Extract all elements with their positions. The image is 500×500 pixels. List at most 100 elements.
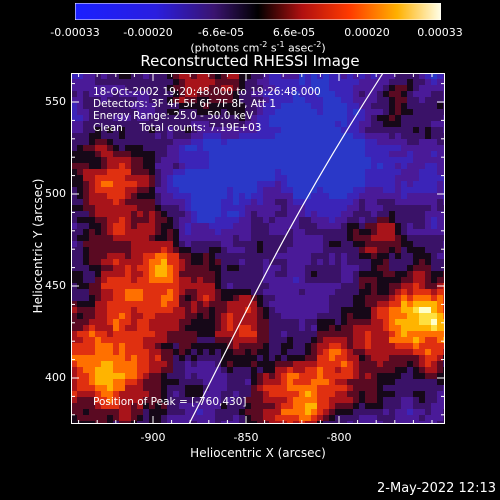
image-pixel xyxy=(119,319,125,325)
image-pixel xyxy=(77,193,83,199)
image-pixel xyxy=(311,103,317,109)
image-pixel xyxy=(227,367,233,373)
image-pixel xyxy=(371,403,377,409)
image-pixel xyxy=(329,115,335,121)
image-pixel xyxy=(167,199,173,205)
colorbar xyxy=(75,3,441,20)
image-pixel xyxy=(317,115,323,121)
image-pixel xyxy=(419,211,425,217)
image-pixel xyxy=(143,115,149,121)
image-pixel xyxy=(395,325,401,331)
image-pixel xyxy=(281,73,287,79)
image-pixel xyxy=(401,379,407,385)
image-pixel xyxy=(251,175,257,181)
image-pixel xyxy=(311,97,317,103)
image-pixel xyxy=(407,217,413,223)
image-pixel xyxy=(413,97,419,103)
image-pixel xyxy=(257,175,263,181)
image-pixel xyxy=(179,229,185,235)
image-pixel xyxy=(287,325,293,331)
image-pixel xyxy=(107,211,113,217)
image-pixel xyxy=(143,283,149,289)
image-pixel xyxy=(215,91,221,97)
image-pixel xyxy=(347,301,353,307)
image-pixel xyxy=(365,187,371,193)
image-pixel xyxy=(131,85,137,91)
image-pixel xyxy=(275,277,281,283)
image-pixel xyxy=(269,301,275,307)
image-pixel xyxy=(371,223,377,229)
image-pixel xyxy=(359,403,365,409)
image-pixel xyxy=(71,205,77,211)
image-pixel xyxy=(83,289,89,295)
image-pixel xyxy=(245,205,251,211)
image-pixel xyxy=(341,85,347,91)
image-pixel xyxy=(179,85,185,91)
image-pixel xyxy=(401,289,407,295)
image-pixel xyxy=(371,145,377,151)
image-pixel xyxy=(167,235,173,241)
image-pixel xyxy=(89,229,95,235)
image-pixel xyxy=(149,337,155,343)
image-pixel xyxy=(155,385,161,391)
image-pixel xyxy=(203,247,209,253)
image-pixel xyxy=(323,337,329,343)
image-pixel xyxy=(329,331,335,337)
image-pixel xyxy=(191,367,197,373)
image-pixel xyxy=(161,181,167,187)
image-pixel xyxy=(377,391,383,397)
image-pixel xyxy=(311,175,317,181)
image-pixel xyxy=(275,85,281,91)
image-pixel xyxy=(335,139,341,145)
image-pixel xyxy=(191,313,197,319)
image-pixel xyxy=(431,373,437,379)
image-pixel xyxy=(71,373,77,379)
image-pixel xyxy=(431,217,437,223)
image-pixel xyxy=(299,355,305,361)
image-pixel xyxy=(365,127,371,133)
image-pixel xyxy=(101,115,107,121)
image-pixel xyxy=(407,121,413,127)
image-pixel xyxy=(131,283,137,289)
image-pixel xyxy=(185,289,191,295)
image-pixel xyxy=(173,421,179,424)
image-pixel xyxy=(335,361,341,367)
image-pixel xyxy=(131,271,137,277)
image-pixel xyxy=(365,331,371,337)
image-pixel xyxy=(143,199,149,205)
image-pixel xyxy=(161,379,167,385)
image-pixel xyxy=(125,193,131,199)
image-pixel xyxy=(257,397,263,403)
image-pixel xyxy=(167,343,173,349)
image-pixel xyxy=(323,121,329,127)
image-pixel xyxy=(203,319,209,325)
image-pixel xyxy=(299,247,305,253)
image-pixel xyxy=(215,325,221,331)
image-pixel xyxy=(71,289,77,295)
image-pixel xyxy=(185,349,191,355)
image-pixel xyxy=(335,295,341,301)
image-pixel xyxy=(413,175,419,181)
image-pixel xyxy=(257,223,263,229)
image-pixel xyxy=(359,175,365,181)
image-pixel xyxy=(191,379,197,385)
image-pixel xyxy=(209,145,215,151)
image-pixel xyxy=(83,181,89,187)
image-pixel xyxy=(197,367,203,373)
image-pixel xyxy=(197,277,203,283)
image-pixel xyxy=(317,391,323,397)
image-pixel xyxy=(437,259,443,265)
image-pixel xyxy=(125,349,131,355)
image-pixel xyxy=(113,283,119,289)
image-pixel xyxy=(239,397,245,403)
image-pixel xyxy=(413,79,419,85)
image-pixel xyxy=(107,79,113,85)
image-pixel xyxy=(287,103,293,109)
image-pixel xyxy=(323,187,329,193)
image-pixel xyxy=(83,169,89,175)
image-pixel xyxy=(311,403,317,409)
image-pixel xyxy=(119,307,125,313)
image-pixel xyxy=(161,331,167,337)
image-pixel xyxy=(71,307,77,313)
image-pixel xyxy=(95,109,101,115)
